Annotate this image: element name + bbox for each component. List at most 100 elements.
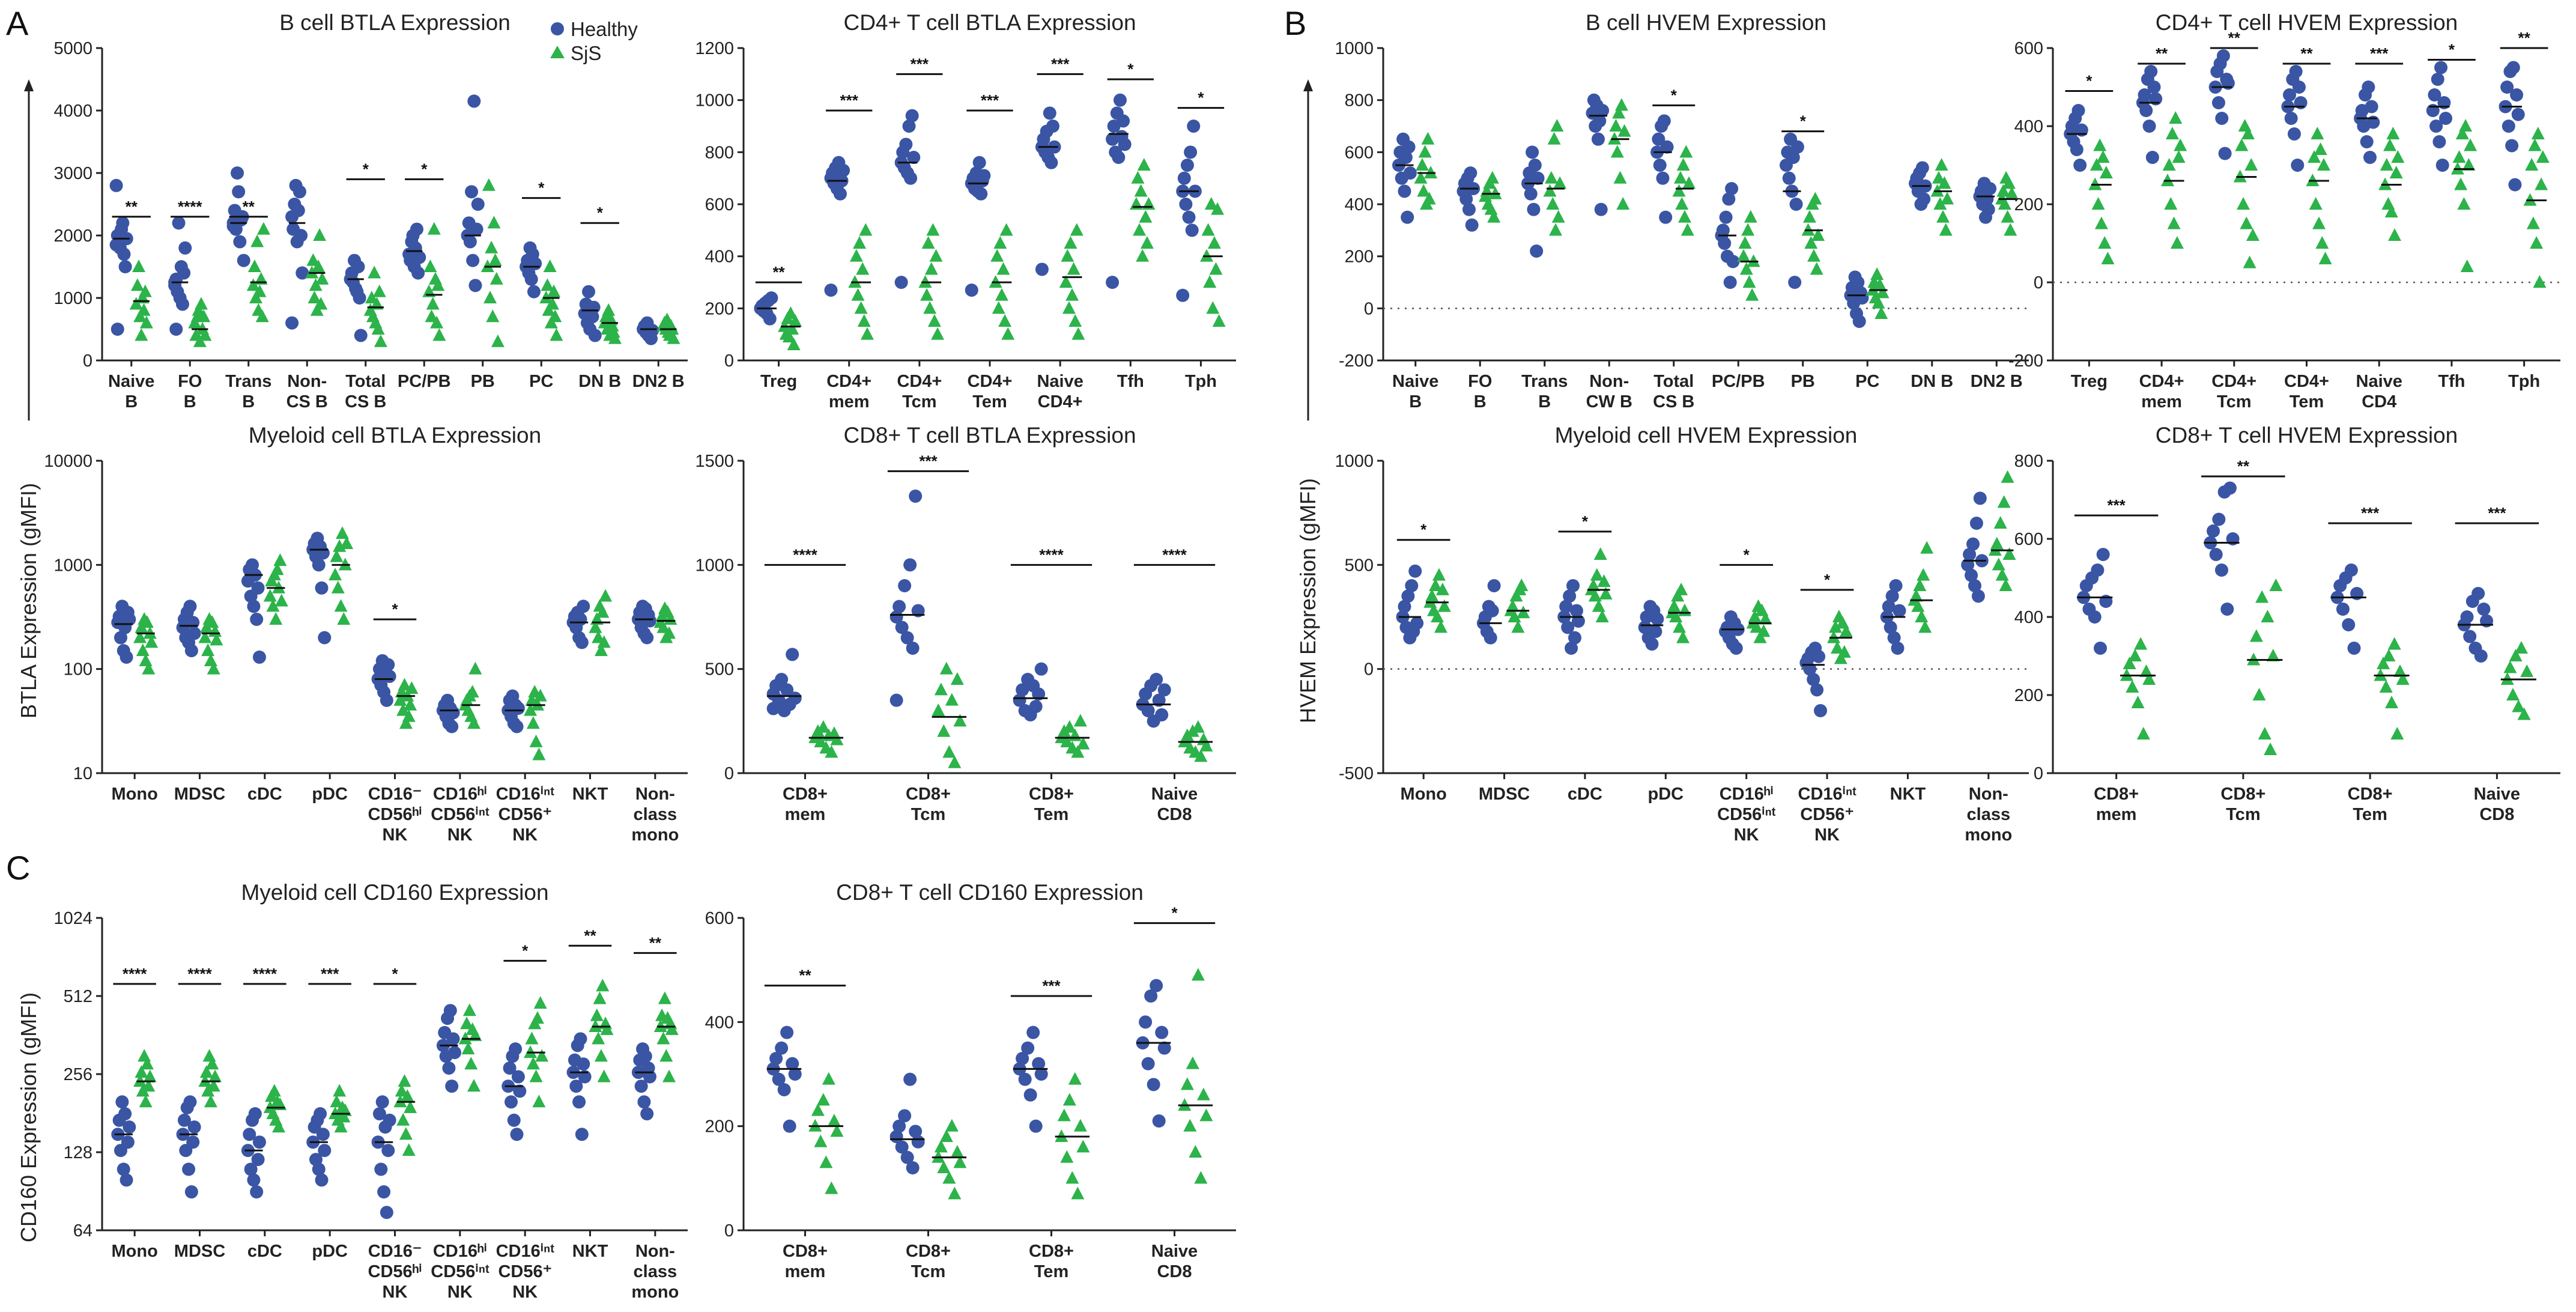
sjs-point — [2390, 727, 2404, 740]
healthy-point — [577, 1057, 590, 1071]
healthy-point — [2508, 178, 2522, 192]
healthy-point — [634, 1080, 648, 1093]
sjs-point — [929, 249, 943, 262]
y-tick-label: 1000 — [695, 91, 734, 111]
x-category-label-line: NK — [1734, 825, 1759, 845]
sjs-point — [253, 284, 267, 297]
healthy-point — [907, 151, 921, 164]
sjs-point — [2383, 138, 2397, 151]
healthy-point — [2216, 49, 2230, 62]
y-tick-label: 400 — [705, 1013, 734, 1032]
sjs-point — [365, 291, 378, 303]
x-category-label: Tph — [1185, 372, 1217, 391]
y-tick-label: 400 — [2014, 117, 2043, 136]
healthy-point — [1786, 151, 1800, 164]
sjs-point — [267, 1084, 281, 1097]
healthy-point — [775, 673, 789, 686]
healthy-point — [1915, 161, 1929, 175]
healthy-point — [643, 1070, 656, 1084]
healthy-point — [1917, 192, 1931, 206]
sjs-point — [849, 249, 863, 262]
x-category-label-line: DN2 B — [1971, 372, 2023, 391]
sjs-point — [931, 327, 945, 340]
sjs-point — [948, 1186, 962, 1200]
healthy-point — [175, 297, 189, 311]
x-category-label-line: mem — [785, 1262, 826, 1281]
sjs-point — [607, 325, 620, 338]
healthy-point — [1021, 1041, 1035, 1055]
healthy-point — [2500, 80, 2514, 94]
x-category-label: FO B — [178, 372, 202, 412]
sjs-point — [1593, 547, 1607, 560]
sjs-point — [1435, 582, 1449, 595]
sjs-point — [334, 1120, 348, 1133]
sjs-point — [1680, 223, 1694, 236]
chart-a4: CD8+ T cell BTLA Expression 0 500 1000 1500 C… — [695, 423, 1236, 824]
healthy-point — [2463, 630, 2477, 643]
sjs-point — [934, 1140, 948, 1153]
x-category-label-line: CD8+ — [2348, 785, 2393, 804]
healthy-point — [2460, 610, 2474, 624]
x-category-label: CD8+ Tem — [1029, 1242, 1074, 1281]
sjs-point — [1062, 1093, 1076, 1106]
significance-label: **** — [1039, 545, 1064, 563]
healthy-point — [1185, 223, 1199, 237]
sjs-point — [1001, 327, 1015, 340]
x-category-label-line: Tcm — [2217, 392, 2251, 412]
sjs-point — [1136, 249, 1150, 262]
significance-label: * — [1582, 512, 1589, 530]
healthy-point — [2291, 159, 2305, 172]
x-category-label: CD4+ Tem — [968, 372, 1013, 412]
x-category-label: pDC — [1648, 785, 1684, 804]
y-tick-label: -200 — [2008, 351, 2043, 371]
significance-label: * — [392, 965, 398, 983]
sjs-point — [825, 1181, 838, 1194]
significance-label: * — [538, 179, 545, 197]
healthy-point — [1106, 276, 1120, 289]
healthy-point — [1566, 579, 1580, 592]
x-category-label-line: mem — [2096, 805, 2137, 824]
healthy-point — [252, 650, 266, 664]
healthy-point — [1141, 704, 1155, 717]
sjs-point — [1757, 624, 1771, 637]
sjs-point — [1183, 1119, 1197, 1132]
sjs-point — [1918, 620, 1932, 633]
sjs-point — [530, 1011, 544, 1024]
sjs-point — [2162, 158, 2176, 171]
sjs-point — [269, 612, 283, 625]
sjs-point — [426, 297, 440, 310]
x-category-label: PB — [1791, 372, 1815, 391]
x-category-label-line: MDSC — [174, 785, 225, 804]
sjs-point — [1068, 1072, 1082, 1085]
x-category-label-line: Non- — [1589, 372, 1629, 391]
healthy-point — [285, 316, 299, 330]
sjs-point — [1617, 124, 1631, 137]
y-tick-label: 600 — [2014, 39, 2043, 58]
x-category-label: MDSC — [174, 1242, 225, 1261]
sjs-point — [1199, 1108, 1213, 1122]
sjs-point — [2001, 210, 2014, 223]
sjs-point — [655, 609, 669, 622]
sjs-point — [207, 1079, 220, 1092]
sjs-point — [926, 223, 940, 236]
y-tick-label: 600 — [2014, 530, 2043, 549]
sjs-point — [1998, 197, 2011, 210]
chart-b2: CD4+ T cell HVEM Expression -200 0 200 400 60… — [2008, 10, 2560, 412]
chart-b4: CD8+ T cell HVEM Expression 0 200 400 600 800… — [2014, 423, 2560, 824]
sjs-point — [372, 284, 386, 297]
x-category-label: Naive CD4 — [2356, 372, 2402, 412]
healthy-point — [588, 329, 602, 342]
healthy-point — [775, 1041, 789, 1055]
healthy-point — [471, 198, 485, 211]
healthy-point — [911, 1135, 925, 1149]
x-category-label-line: NK — [512, 825, 538, 845]
healthy-point — [504, 1095, 518, 1109]
sjs-point — [2315, 236, 2329, 249]
sjs-point — [2269, 579, 2283, 591]
sjs-point — [1206, 301, 1220, 314]
significance-label: * — [1671, 86, 1677, 104]
sjs-point — [396, 1113, 410, 1126]
healthy-point — [965, 284, 978, 297]
sjs-point — [857, 314, 871, 327]
x-category-label: CD4+ mem — [2139, 372, 2184, 412]
